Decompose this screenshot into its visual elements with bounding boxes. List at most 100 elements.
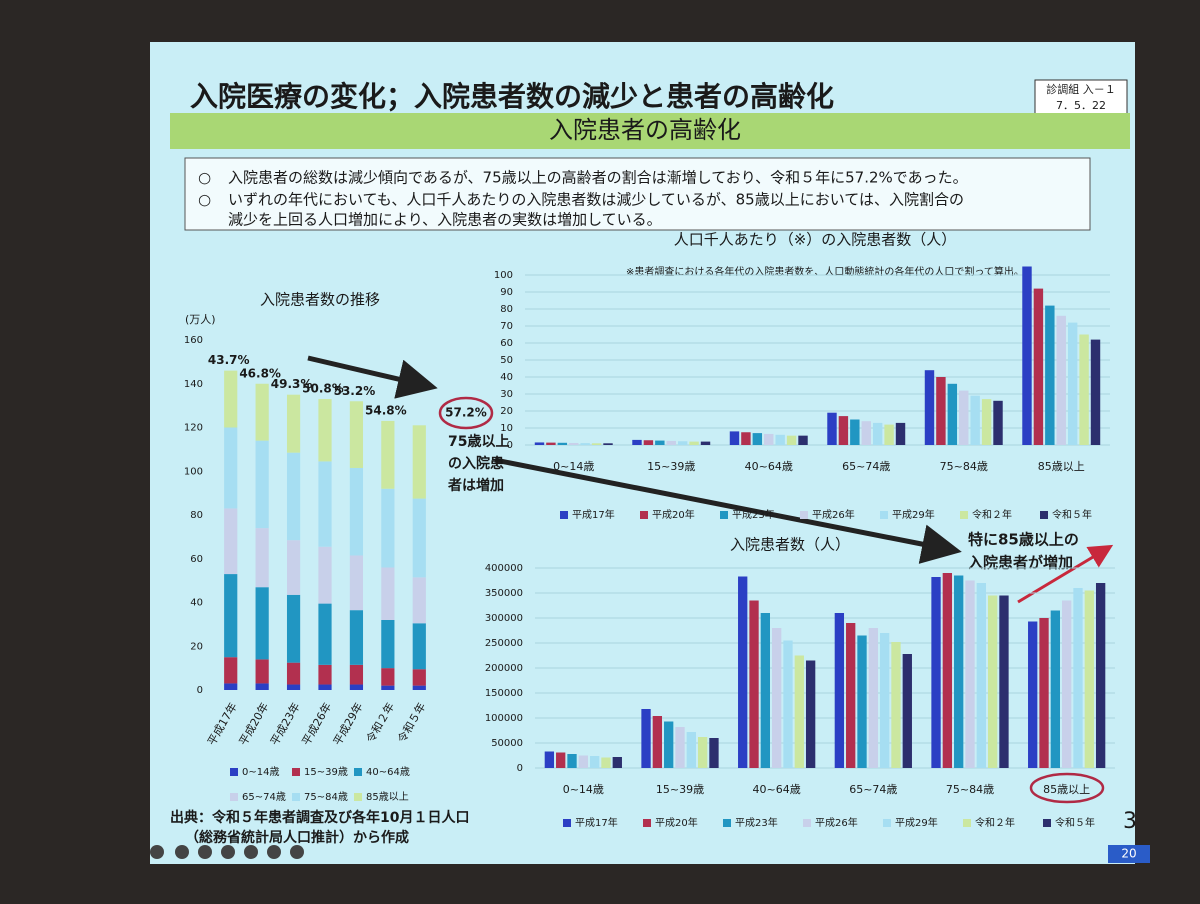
slide-number: 20 (1121, 847, 1136, 861)
bar (1028, 621, 1038, 768)
bar-segment (255, 587, 269, 660)
bar-segment (318, 664, 332, 685)
annotation: 者は増加 (448, 477, 504, 494)
bar-segment (381, 620, 395, 669)
bar-segment (286, 594, 301, 663)
bar-segment (318, 546, 332, 604)
bar (1090, 339, 1101, 445)
x-tick-label: 75~84歳 (940, 460, 988, 473)
badge: 7．5．22 (1056, 99, 1106, 112)
legend-label: 平成23年 (735, 816, 778, 829)
legend-label: 平成26年 (812, 508, 855, 521)
highlight-circle (1029, 772, 1105, 804)
bar-segment (412, 498, 426, 578)
arrow (307, 355, 438, 399)
y-tick-label: 300000 (485, 613, 523, 624)
bar-segment (224, 683, 238, 690)
bar (868, 628, 878, 768)
y-tick-label: 20 (190, 641, 203, 652)
bar (838, 416, 849, 445)
toolbar-icon[interactable] (150, 845, 164, 859)
bar (999, 595, 1009, 768)
bar (936, 377, 946, 445)
toolbar-icon[interactable] (198, 845, 212, 859)
bar-segment (318, 399, 332, 462)
annotation: の入院患 (448, 455, 504, 472)
legend-label: 令和５年 (1055, 816, 1095, 829)
bar (805, 660, 816, 768)
bar (1095, 583, 1106, 768)
legend-swatch (292, 768, 300, 776)
toolbar[interactable] (150, 845, 304, 859)
legend-swatch (560, 511, 568, 519)
legend-label: 0~14歳 (242, 766, 279, 778)
y-tick-label: 160 (184, 335, 203, 346)
legend-swatch (354, 768, 362, 776)
toolbar-icon[interactable] (267, 845, 281, 859)
bar (589, 756, 600, 768)
legend-swatch (354, 793, 362, 801)
bar (872, 422, 883, 445)
bar-segment (412, 669, 426, 686)
bar-segment (224, 574, 238, 658)
legend-swatch (720, 511, 728, 519)
legend-label: 平成26年 (815, 816, 858, 829)
bar (601, 757, 611, 768)
bullet-marker: ○ (198, 169, 211, 187)
bar-segment (318, 603, 332, 665)
y-tick-label: 20 (500, 406, 513, 417)
percent-label: 53.2% (334, 384, 376, 398)
toolbar-icon[interactable] (290, 845, 304, 859)
bullet: 減少を上回る人口増加により、入院患者の実数は増加している。 (228, 211, 662, 229)
bar-segment (349, 401, 364, 468)
bar (931, 577, 941, 768)
bar-segment (224, 657, 238, 684)
bar-segment (224, 508, 238, 575)
bar (993, 400, 1003, 445)
legend-swatch (643, 819, 651, 827)
x-tick-label: 85歳以上 (1043, 783, 1090, 796)
toolbar-icon[interactable] (221, 845, 235, 859)
bar (924, 370, 935, 445)
y-tick-label: 400000 (485, 563, 523, 574)
toolbar-icon[interactable] (244, 845, 258, 859)
bar (675, 727, 685, 768)
bar (591, 443, 602, 445)
bar-segment (286, 452, 301, 541)
bar (786, 435, 797, 445)
bar (760, 613, 771, 768)
bar (603, 443, 613, 445)
legend-swatch (883, 819, 891, 827)
bar (567, 754, 577, 768)
toolbar-icon[interactable] (175, 845, 189, 859)
bar (1084, 590, 1094, 768)
y-tick-label: 350000 (485, 588, 523, 599)
legend-swatch (230, 768, 238, 776)
bar (861, 421, 871, 445)
legend-label: 65~74歳 (242, 791, 286, 803)
bar (884, 424, 894, 445)
legend-swatch (640, 511, 648, 519)
bar (1062, 600, 1072, 768)
y-tick-label: 150000 (485, 688, 523, 699)
bar-segment (412, 577, 426, 624)
bar (965, 580, 975, 768)
bar (709, 738, 719, 768)
subtitle-band (170, 113, 1130, 149)
y-tick-label: 80 (500, 304, 513, 315)
percent-label: 50.8% (302, 382, 344, 396)
y-tick-label: 60 (500, 338, 513, 349)
bar (959, 390, 969, 445)
chart-title: 入院患者数（人） (730, 536, 850, 554)
legend-label: 75~84歳 (304, 791, 348, 803)
bar (891, 642, 901, 768)
y-tick-label: 100000 (485, 713, 523, 724)
bar (895, 422, 906, 445)
percent-label: 54.8% (365, 403, 407, 417)
bar (879, 633, 890, 768)
bar (827, 412, 837, 445)
bullet-marker: ○ (198, 191, 211, 209)
bar (987, 595, 998, 768)
bar (772, 628, 782, 768)
